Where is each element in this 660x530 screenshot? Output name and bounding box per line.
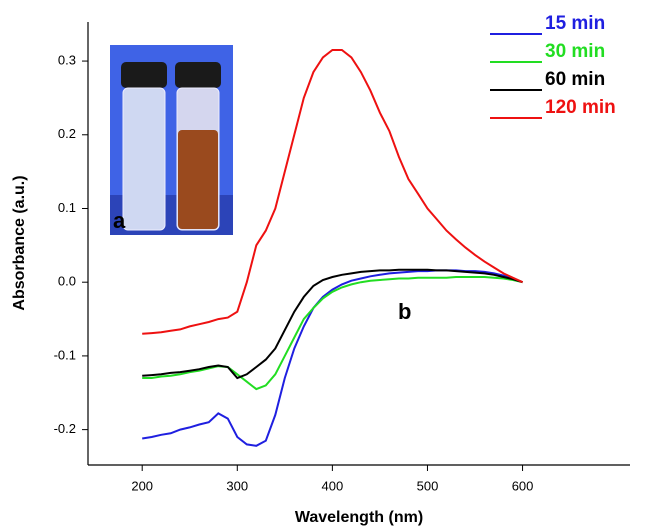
x-tick-label: 300 <box>226 478 248 493</box>
x-tick-label: 200 <box>131 478 153 493</box>
y-tick-label: 0.2 <box>58 126 76 141</box>
vial-cap <box>175 62 221 88</box>
x-tick-label: 400 <box>322 478 344 493</box>
y-tick-label: 0.1 <box>58 200 76 215</box>
x-tick-label: 600 <box>512 478 534 493</box>
legend-label: 120 min <box>545 97 616 118</box>
vial-cap <box>121 62 167 88</box>
data-line <box>142 268 523 380</box>
y-tick-label: 0.0 <box>58 274 76 289</box>
vial-liquid <box>178 130 218 229</box>
y-tick-label: 0.3 <box>58 53 76 68</box>
data-line <box>142 49 524 335</box>
data-line <box>142 276 523 391</box>
legend-label: 30 min <box>545 41 605 62</box>
y-axis-title: Absorbance (a.u.) <box>11 175 28 310</box>
vial-clear <box>122 87 166 231</box>
y-tick-label: -0.2 <box>54 421 76 436</box>
annotation: b <box>398 299 411 324</box>
x-axis-title: Wavelength (nm) <box>295 509 423 526</box>
inset-photo <box>110 45 233 235</box>
legend-label: 60 min <box>545 69 605 90</box>
y-tick-label: -0.1 <box>54 347 76 362</box>
legend-label: 15 min <box>545 13 605 34</box>
data-line <box>142 269 523 447</box>
x-tick-label: 500 <box>417 478 439 493</box>
annotation: a <box>113 208 126 233</box>
